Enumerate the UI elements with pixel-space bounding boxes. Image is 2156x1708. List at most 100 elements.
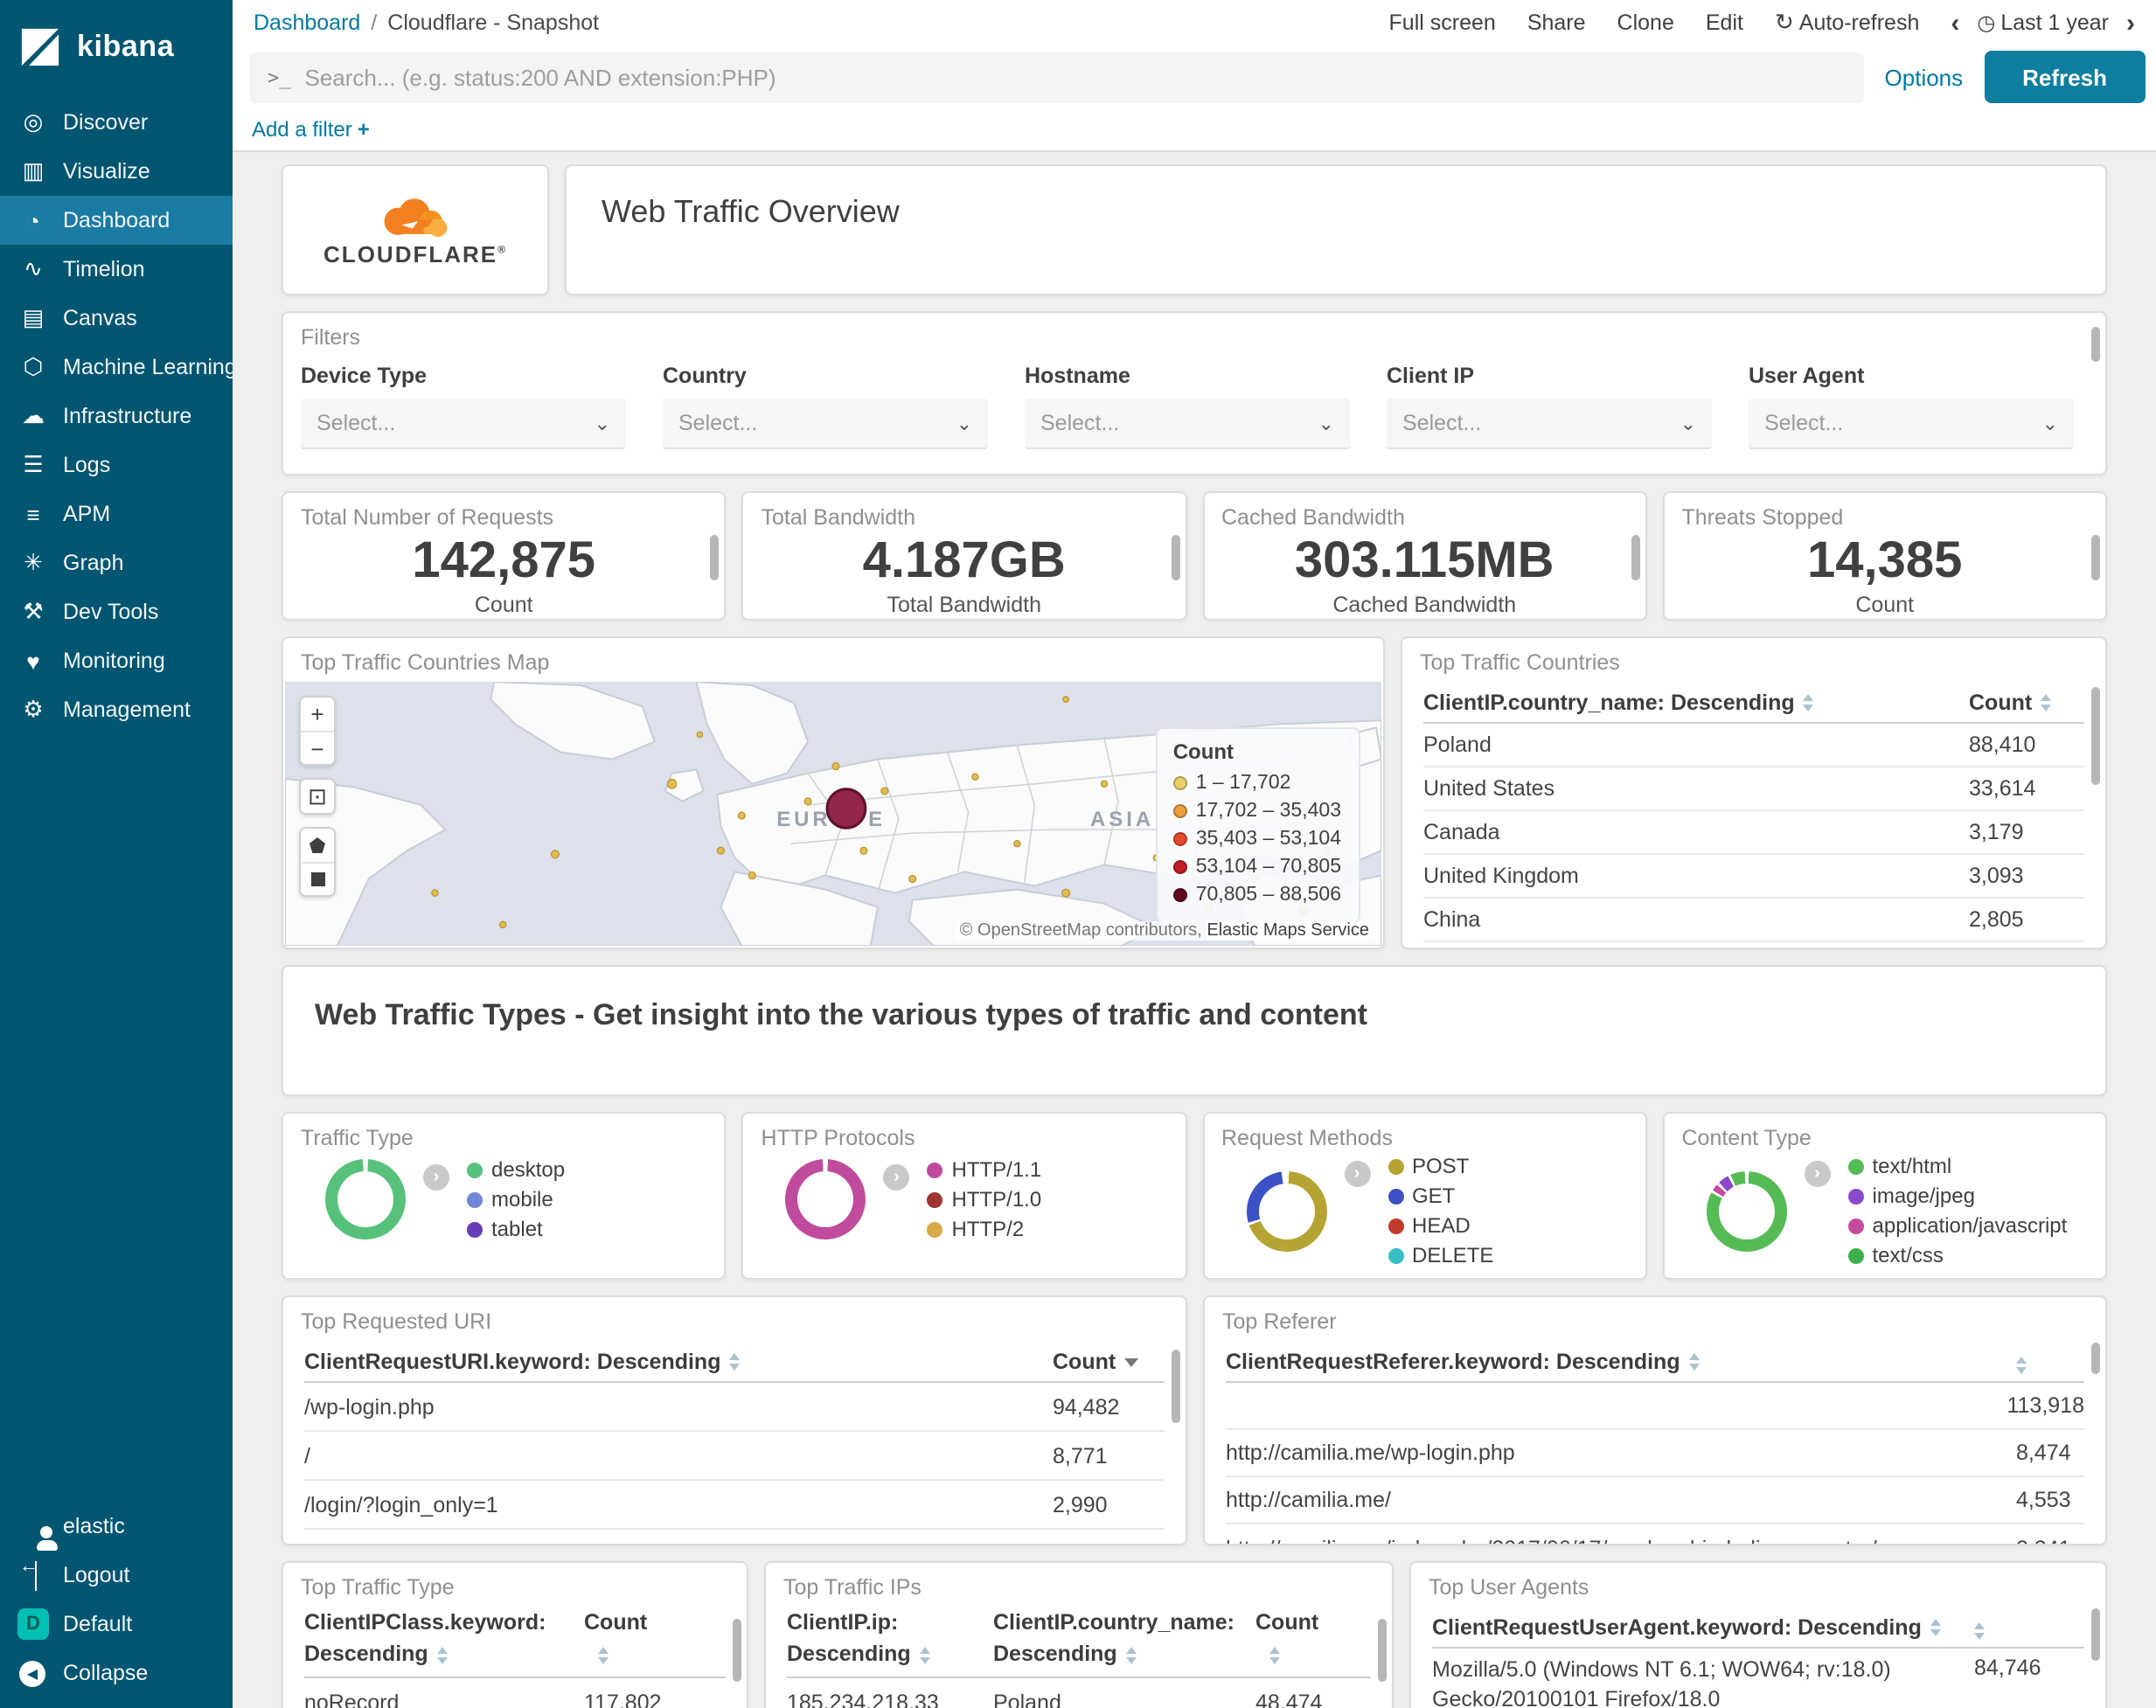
legend-dot (927, 1162, 943, 1177)
legend-item[interactable]: tablet (467, 1217, 565, 1241)
panel-scrollbar[interactable] (733, 1619, 741, 1682)
legend-item[interactable]: desktop (467, 1157, 565, 1182)
panel-scrollbar[interactable] (2091, 687, 2100, 785)
share-button[interactable]: Share (1527, 10, 1586, 35)
sidebar-item-dev-tools[interactable]: ⚒ Dev Tools (0, 587, 233, 636)
options-link[interactable]: Options (1884, 64, 1964, 90)
panel-scrollbar[interactable] (2091, 327, 2100, 362)
user-agent-select[interactable]: Select... ⌄ (1749, 399, 2074, 449)
column-header-count[interactable]: Count (584, 1607, 647, 1670)
country-select[interactable]: Select... ⌄ (663, 399, 988, 449)
time-back-button[interactable]: ‹ (1951, 8, 1960, 38)
column-header-count[interactable]: Count (1255, 1607, 1318, 1670)
column-header-country[interactable]: ClientIP.country_name: Descending (993, 1610, 1235, 1667)
legend-dot (1847, 1247, 1864, 1263)
legend-item[interactable]: HTTP/1.1 (927, 1157, 1041, 1182)
sidebar-item-machine-learning[interactable]: ⬡ Machine Learning (0, 343, 237, 392)
clone-button[interactable]: Clone (1617, 10, 1674, 35)
time-forward-button[interactable]: › (2126, 8, 2135, 38)
http-protocols-donut-chart[interactable] (785, 1159, 866, 1239)
legend-item[interactable]: DELETE (1387, 1243, 1493, 1267)
time-picker: ‹ ◷ Last 1 year › (1951, 8, 2135, 38)
legend-item[interactable]: image/jpeg (1847, 1184, 2068, 1208)
legend-item[interactable]: mobile (467, 1187, 565, 1212)
breadcrumb-current: Cloudflare - Snapshot (387, 10, 600, 35)
legend-item[interactable]: HTTP/2 (927, 1217, 1042, 1241)
table-row: noRecord 117,802 (304, 1690, 662, 1708)
column-header-referer[interactable]: ClientRequestReferer.keyword: Descending (1226, 1350, 2016, 1374)
sidebar-item-logout[interactable]: Logout (0, 1551, 233, 1600)
sidebar-item-dashboard[interactable]: ◔ Dashboard (0, 196, 233, 245)
legend-item[interactable]: GET (1387, 1184, 1493, 1208)
sort-icon (436, 1646, 448, 1664)
column-header-uri[interactable]: ClientRequestURI.keyword: Descending (304, 1350, 1053, 1374)
column-header-ipclass[interactable]: ClientIPClass.keyword: Descending (304, 1610, 546, 1667)
panel-scrollbar[interactable] (1171, 535, 1179, 580)
panel-scrollbar[interactable] (2091, 535, 2100, 580)
full-screen-button[interactable]: Full screen (1388, 10, 1496, 35)
column-header-ip[interactable]: ClientIP.ip: Descending (787, 1607, 993, 1670)
sort-icon (2041, 694, 2052, 712)
sidebar-item-canvas[interactable]: ▤ Canvas (0, 294, 233, 343)
legend-item[interactable]: text/css (1847, 1243, 2068, 1267)
device-type-select[interactable]: Select... ⌄ (301, 399, 626, 449)
query-prompt-icon: >_ (268, 66, 291, 88)
column-header-count[interactable] (1974, 1622, 1985, 1640)
column-header-count[interactable]: Count (1053, 1350, 1139, 1374)
sidebar-item-apm[interactable]: ≡ APM (0, 489, 233, 538)
column-header-count[interactable]: Count (1969, 691, 2052, 715)
column-header-count[interactable] (2016, 1357, 2027, 1374)
panel-scrollbar[interactable] (1378, 1619, 1387, 1682)
panel-scrollbar[interactable] (710, 535, 720, 580)
map-canvas[interactable]: EUROPE ASIA (285, 682, 1381, 946)
time-range-button[interactable]: ◷ Last 1 year (1977, 10, 2109, 35)
sidebar-item-visualize[interactable]: ▥ Visualize (0, 147, 233, 196)
sidebar-item-user[interactable]: elastic (0, 1502, 233, 1551)
panel-scrollbar[interactable] (2091, 1343, 2100, 1374)
panel-scrollbar[interactable] (1172, 1350, 1180, 1423)
sidebar-item-graph[interactable]: ✳ Graph (0, 538, 233, 587)
fit-bounds-button[interactable]: ⊡ (301, 780, 334, 813)
add-filter-link[interactable]: Add a filter + (252, 117, 370, 142)
draw-rectangle-button[interactable] (301, 862, 334, 895)
zoom-out-button[interactable]: − (301, 731, 334, 764)
traffic-type-donut-chart[interactable] (325, 1159, 406, 1239)
filter-field-user-agent: User Agent Select... ⌄ (1749, 364, 2074, 449)
legend-item[interactable]: HTTP/1.0 (927, 1187, 1041, 1212)
client-ip-select[interactable]: Select... ⌄ (1387, 399, 1712, 449)
breadcrumb-dashboard-link[interactable]: Dashboard (254, 10, 361, 35)
sidebar-item-collapse[interactable]: ◀ Collapse (0, 1649, 233, 1698)
sidebar-item-logs[interactable]: ☰ Logs (0, 441, 233, 489)
metric-label: Total Bandwidth (887, 593, 1041, 617)
search-input[interactable] (304, 64, 1847, 90)
column-header-user-agent[interactable]: ClientRequestUserAgent.keyword: Descendi… (1432, 1615, 1974, 1640)
request-methods-donut-chart[interactable] (1246, 1170, 1326, 1251)
auto-refresh-button[interactable]: ↻ Auto-refresh (1774, 9, 1920, 35)
edit-button[interactable]: Edit (1705, 10, 1743, 35)
sidebar-item-timelion[interactable]: ∿ Timelion (0, 245, 233, 294)
legend-item[interactable]: HEAD (1387, 1213, 1493, 1238)
expand-legend-chevron-icon[interactable]: › (1804, 1161, 1831, 1187)
zoom-in-button[interactable]: + (301, 698, 334, 731)
elastic-maps-service-link[interactable]: Elastic Maps Service (1207, 921, 1369, 941)
table-row: 185.234.218.33 Poland 48,474 (787, 1690, 1323, 1708)
panel-scrollbar[interactable] (1631, 535, 1640, 580)
legend-item[interactable]: POST (1387, 1154, 1493, 1178)
content-type-donut-chart[interactable] (1706, 1170, 1787, 1251)
column-header-country[interactable]: ClientIP.country_name: Descending (1423, 691, 1969, 715)
expand-legend-chevron-icon[interactable]: › (423, 1164, 449, 1191)
expand-legend-chevron-icon[interactable]: › (883, 1164, 910, 1191)
sidebar-item-infrastructure[interactable]: ☁ Infrastructure (0, 392, 233, 441)
sidebar-item-management[interactable]: ⚙ Management (0, 685, 233, 734)
sidebar-item-monitoring[interactable]: ♥ Monitoring (0, 636, 233, 685)
draw-polygon-button[interactable] (301, 829, 334, 862)
sidebar-item-space-default[interactable]: D Default (0, 1600, 233, 1649)
expand-legend-chevron-icon[interactable]: › (1344, 1161, 1370, 1187)
panel-scrollbar[interactable] (2091, 1608, 2100, 1661)
kibana-logo[interactable]: kibana (0, 0, 233, 98)
hostname-select[interactable]: Select... ⌄ (1025, 399, 1350, 449)
sidebar-item-discover[interactable]: ◎ Discover (0, 98, 233, 147)
refresh-button[interactable]: Refresh (1984, 51, 2146, 103)
legend-item[interactable]: text/html (1847, 1154, 2068, 1178)
legend-item[interactable]: application/javascript (1847, 1213, 2067, 1238)
